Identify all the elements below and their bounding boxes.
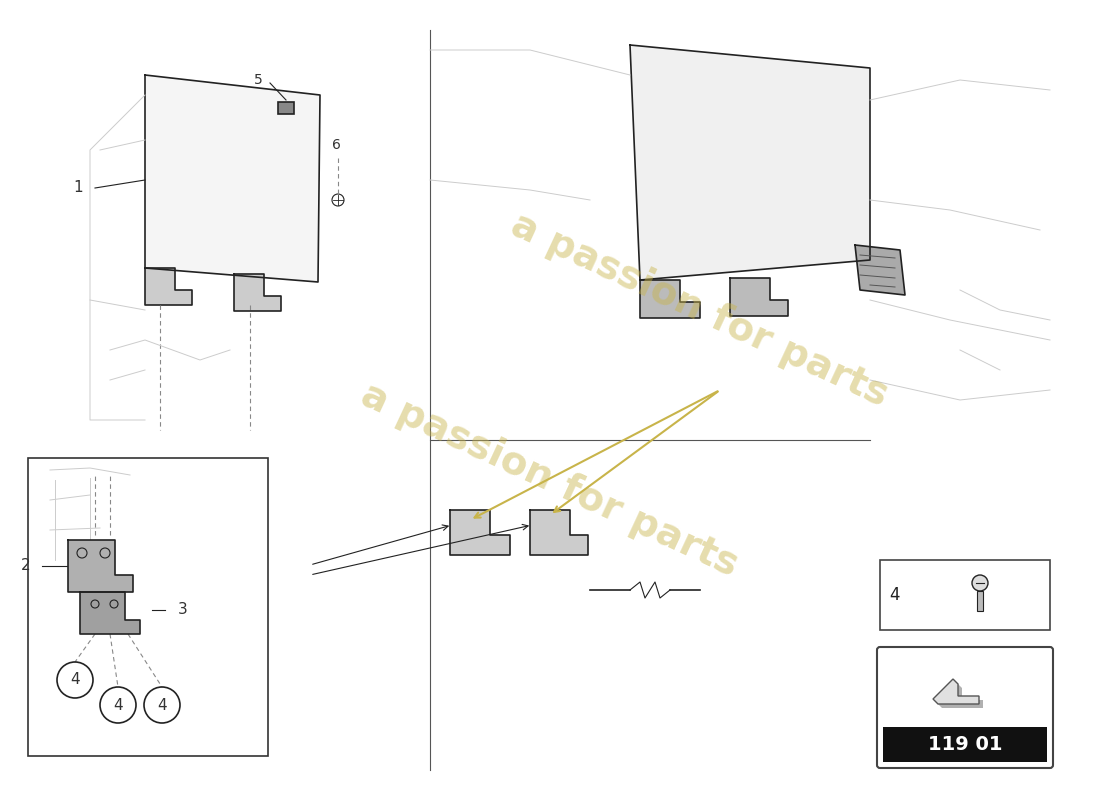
Polygon shape [530, 510, 588, 555]
Polygon shape [855, 245, 905, 295]
Polygon shape [234, 274, 280, 311]
Text: 119 01: 119 01 [927, 734, 1002, 754]
Text: 3: 3 [178, 602, 188, 618]
Polygon shape [630, 45, 870, 280]
Circle shape [100, 687, 136, 723]
FancyBboxPatch shape [877, 647, 1053, 768]
Polygon shape [450, 510, 510, 555]
Circle shape [57, 662, 94, 698]
Text: 4: 4 [157, 698, 167, 713]
Bar [977, 591, 983, 611]
Circle shape [144, 687, 180, 723]
Text: 6: 6 [332, 138, 341, 152]
Bar [278, 102, 294, 114]
Bar [880, 560, 1050, 630]
Polygon shape [68, 540, 133, 592]
Polygon shape [937, 683, 983, 708]
Text: 4: 4 [890, 586, 900, 604]
Polygon shape [145, 268, 192, 305]
Text: 2: 2 [21, 558, 30, 574]
Polygon shape [730, 278, 788, 316]
Text: 5: 5 [254, 73, 263, 87]
Bar [28, 458, 268, 756]
Text: 4: 4 [113, 698, 123, 713]
Bar [883, 727, 1047, 762]
Polygon shape [80, 592, 140, 634]
Circle shape [972, 575, 988, 591]
Text: a passion for parts: a passion for parts [505, 206, 894, 414]
Text: 1: 1 [74, 181, 82, 195]
Text: a passion for parts: a passion for parts [355, 376, 745, 584]
Text: 4: 4 [70, 673, 80, 687]
Polygon shape [145, 75, 320, 282]
Polygon shape [933, 679, 979, 704]
Polygon shape [640, 280, 700, 318]
